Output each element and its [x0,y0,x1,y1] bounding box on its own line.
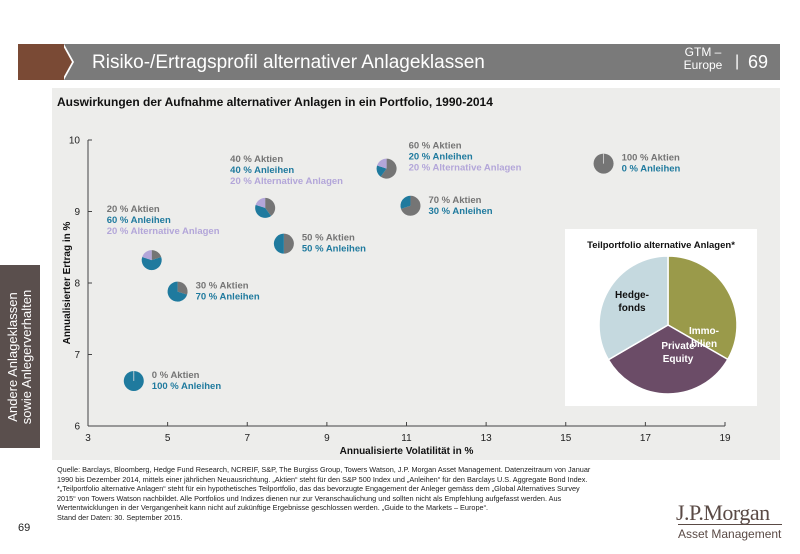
point-label: 20 % Anleihen [409,152,473,163]
pie-slice-label: Private [661,341,695,352]
footnote-line: *„Teilportfolio alternative Anlagen“ ste… [57,484,580,493]
y-tick-label: 6 [74,422,80,433]
x-tick-label: 3 [85,433,91,444]
logo-rule [678,524,782,525]
inset-pie-title: Teilportfolio alternative Anlagen* [587,240,735,251]
pie-wedge-anleihen [376,165,387,177]
footnote-line: Stand der Daten: 30. September 2015. [57,512,183,522]
header-page-number: 69 [748,52,769,72]
pie-wedge-anleihen [141,257,162,271]
side-label-line1: Andere Anlageklassen [5,292,20,422]
footnote-line: 2015“ von Towers Watson nachbildet. Alle… [57,493,562,503]
pie-wedge-aktien [283,233,294,254]
jpmorgan-logo: J.P.Morgan [676,500,770,525]
pie-slice-private-equity [607,324,729,395]
point-label: 60 % Aktien [409,141,462,152]
footnotes: Quelle: Barclays, Bloomberg, Hedge Fund … [57,465,657,522]
x-tick-label: 9 [324,433,330,444]
pie-wedge-aktien [380,158,397,179]
y-tick-label: 9 [74,207,80,218]
footnote-line: 1990 bis Dezember 2014, mittels einer jä… [57,474,588,484]
x-tick-label: 19 [719,433,731,444]
pie-slice-label: fonds [618,303,646,314]
scatter-chart: 6 7 8 9 10 3 5 7 9 11 13 15 17 19 Annualisierte Volati… [62,136,731,458]
footer-page-number: 69 [18,522,31,534]
point-label: 40 % Anleihen [230,165,294,176]
point-label: 20 % Alternative Anlagen [409,163,522,174]
point-label: 50 % Aktien [302,233,355,244]
x-tick-label: 13 [481,433,493,444]
pie-wedge-aktien [151,250,162,261]
side-label-line2: sowie Anlegerverhalten [19,289,34,425]
alternatives-pie-inset: Teilportfolio alternative Anlagen* Immo-… [565,229,757,406]
gtm-line1: GTM – [684,45,722,59]
point-label: 70 % Anleihen [196,292,260,303]
pie-wedge-alternative [255,197,266,208]
pie-wedge-anleihen [167,281,188,302]
pie-slice-label: bilien [691,339,717,350]
pie-slice-label: Hedge- [615,290,649,301]
header-bar [64,44,780,80]
footnote-line: Wertentwicklungen in der Vergangenheit k… [57,503,489,512]
x-tick-label: 17 [640,433,652,444]
point-label: 40 % Aktien [230,154,283,165]
point-label: 20 % Alternative Anlagen [230,176,343,187]
x-tick-label: 5 [165,433,171,444]
header-accent-block [18,44,64,80]
pie-wedge-anleihen [255,204,272,218]
y-tick-label: 8 [74,279,80,290]
point-label: 100 % Aktien [622,153,680,164]
point-label: 70 % Aktien [428,195,481,206]
chart-subtitle: Auswirkungen der Aufnahme alternativer A… [57,95,493,109]
pie-wedge-anleihen [400,195,411,209]
gtm-label: GTM – Europe [676,46,730,72]
point-label: 20 % Aktien [107,204,160,215]
header-separator: | [735,53,740,70]
pie-slice-label: Equity [663,354,694,365]
x-axis-title: Annualisierte Volatilität in % [340,446,474,457]
side-section-tab[interactable] [0,265,40,448]
pie-wedge-anleihen [273,233,284,254]
point-label: 50 % Anleihen [302,244,366,255]
pie-slice-label: Immo- [689,326,719,337]
y-axis-title: Annualisierter Ertrag in % [62,221,73,344]
pie-wedge-alternative [377,158,387,169]
logo-subtitle: Asset Management [678,527,782,541]
point-label: 30 % Anleihen [428,206,492,217]
point-label: 0 % Aktien [152,370,200,381]
pie-wedge-aktien [400,195,421,216]
page-title: Risiko-/Ertragsprofil alternativer Anlag… [92,52,485,73]
footnote-line: Quelle: Barclays, Bloomberg, Hedge Fund … [57,465,591,474]
header-accent-arrow [62,44,72,80]
pie-wedge-alternative [142,250,152,261]
point-label: 20 % Alternative Anlagen [107,226,220,237]
y-tick-label: 7 [74,350,80,361]
x-tick-label: 7 [244,433,250,444]
x-tick-label: 11 [401,433,412,444]
pie-wedge-aktien [265,197,276,217]
point-label: 60 % Anleihen [107,215,171,226]
pie-slice-hedgefonds [598,255,669,361]
point-label: 0 % Anleihen [622,164,681,175]
pie-wedge-aktien [177,281,188,295]
y-tick-label: 10 [69,136,81,147]
x-tick-label: 15 [560,433,572,444]
side-section-label: Andere Anlageklassen sowie Anlegerverhal… [5,289,34,425]
pie-slice-immobilien [667,255,738,361]
point-label: 100 % Anleihen [152,381,222,392]
point-label: 30 % Aktien [196,281,249,292]
gtm-line2: Europe [683,58,723,72]
